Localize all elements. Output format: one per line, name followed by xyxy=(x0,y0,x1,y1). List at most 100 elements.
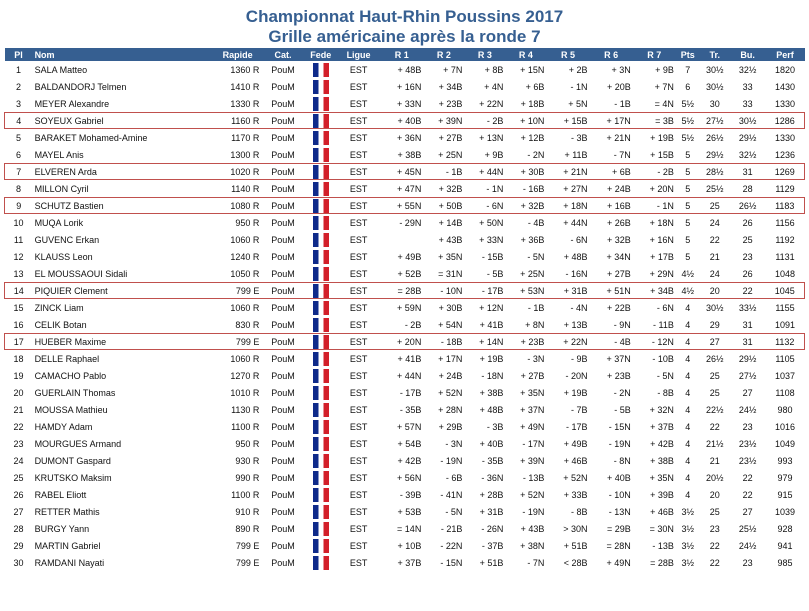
cell-r5: - 17B xyxy=(566,421,588,432)
cell-nom: KRUTSKO Maksim xyxy=(34,472,112,483)
cell-r5: + 44N xyxy=(563,217,588,228)
cell-perf: 1430 xyxy=(774,81,795,92)
cell-r5: - 9B xyxy=(571,353,588,364)
cell-fede xyxy=(305,146,337,164)
cell-pts: 4½ xyxy=(675,282,700,299)
cell-r4: - 4B xyxy=(527,217,545,228)
cell-nom: SOYEUX Gabriel xyxy=(32,112,214,129)
cell-cat: PouM xyxy=(271,132,295,143)
cell-pts: 3½ xyxy=(681,540,695,551)
cell-fede xyxy=(305,401,337,418)
cell-pts: 4 xyxy=(685,319,691,330)
cell-pl: 5 xyxy=(16,132,22,143)
cell-r4: + 35N xyxy=(520,387,545,398)
cell-r4: + 53N xyxy=(505,282,547,299)
cell-r6: - 2N xyxy=(613,387,631,398)
header-r3: R 3 xyxy=(464,48,506,61)
cell-fede xyxy=(305,299,337,317)
cell-pl: 28 xyxy=(13,523,24,534)
cell-pl: 16 xyxy=(13,319,24,330)
cell-fede xyxy=(305,520,337,537)
cell-pl: 10 xyxy=(13,217,24,228)
cell-fede xyxy=(305,435,337,452)
cell-r7: - 13B xyxy=(652,540,674,551)
cell-fede xyxy=(304,163,337,180)
cell-pts: 3½ xyxy=(681,506,695,517)
france-flag-icon xyxy=(312,385,329,400)
cell-r5: - 4N xyxy=(570,302,588,313)
cell-pts: 4 xyxy=(685,404,691,415)
cell-perf: 985 xyxy=(777,557,793,568)
cell-bu: 23 xyxy=(742,251,753,262)
header-pts: Pts xyxy=(675,48,700,61)
cell-tr: 26½ xyxy=(705,353,724,364)
cell-rapide: 1140 R xyxy=(231,183,260,194)
cell-fede xyxy=(305,78,337,95)
cell-r5: + 46B xyxy=(563,455,588,466)
cell-r5: - 1N xyxy=(570,81,588,92)
cell-fede xyxy=(305,180,337,198)
header-nom: Nom xyxy=(32,48,214,61)
table-row: 14 PIQUIER Clement 799 E PouM EST = 28B - 10N -… xyxy=(3,282,806,299)
cell-fede xyxy=(305,367,337,384)
cell-fede xyxy=(305,486,337,503)
cell-cat: PouM xyxy=(271,64,295,75)
cell-bu: 31 xyxy=(742,319,753,330)
cell-pl: 2 xyxy=(16,81,22,92)
table-row: 17 HUEBER Maxime 799 E PouM EST + 20N - 18B + 1… xyxy=(3,333,806,350)
table-row: 3 MEYER Alexandre 1330 R PouM EST + 33N + 23B +… xyxy=(5,95,805,113)
cell-tr: 26½ xyxy=(705,132,724,143)
cell-rapide: 1100 R xyxy=(231,421,260,432)
cell-pts: 5 xyxy=(685,234,691,245)
cell-tr: 21 xyxy=(709,251,720,262)
cell-r1: = 14N xyxy=(397,523,422,534)
cell-cat: PouM xyxy=(271,438,295,449)
cell-tr: 20 xyxy=(709,489,720,500)
cell-rapide: 1020 R xyxy=(213,163,262,180)
cell-r4: + 15N xyxy=(520,64,545,75)
table-row: 15 ZINCK Liam 1060 R PouM EST + 59N + 30B + 12N… xyxy=(5,299,805,317)
table-row: 6 MAYEL Anis 1300 R PouM EST + 38B + 25N + 9B - … xyxy=(5,146,805,164)
cell-r4: - 1B xyxy=(527,302,545,313)
cell-cat: PouM xyxy=(271,81,295,92)
france-flag-icon xyxy=(312,62,329,77)
cell-r7: + 38B xyxy=(650,455,674,466)
cell-pts: 5 xyxy=(685,149,691,160)
cell-nom: GUVENC Erkan xyxy=(34,234,100,245)
cell-rapide: 1170 R xyxy=(231,132,260,143)
cell-pts: 4½ xyxy=(681,268,695,279)
cell-r7: - 5N xyxy=(656,370,674,381)
cell-r3: - 3B xyxy=(486,421,504,432)
cell-tr: 27 xyxy=(699,333,730,350)
cell-bu: 32½ xyxy=(738,64,757,75)
cell-r1: - 29N xyxy=(399,217,422,228)
cell-r5: > 30N xyxy=(563,523,588,534)
cell-r3: - 35B xyxy=(481,455,504,466)
cell-pl: 24 xyxy=(13,455,24,466)
cell-perf: 1330 xyxy=(774,98,795,109)
cell-r1: + 56N xyxy=(397,472,422,483)
cell-ligue: EST xyxy=(349,98,368,109)
france-flag-icon xyxy=(312,538,329,553)
cell-bu: 26 xyxy=(742,217,753,228)
cell-nom: DELLE Raphael xyxy=(34,353,100,364)
cell-perf: 928 xyxy=(777,523,793,534)
table-row: 27 RETTER Mathis 910 R PouM EST + 53B - 5N + 31… xyxy=(5,503,805,520)
cell-r4: + 43B xyxy=(520,523,545,534)
cell-r3: + 48B xyxy=(479,404,504,415)
cell-r7: + 37B xyxy=(650,421,674,432)
cell-r3: + 19B xyxy=(479,353,504,364)
cell-r1: + 54B xyxy=(397,438,422,449)
france-flag-icon xyxy=(312,436,329,451)
france-flag-icon xyxy=(312,79,329,94)
france-flag-icon xyxy=(312,504,329,519)
cell-pts: 3½ xyxy=(681,523,695,534)
cell-pl: 20 xyxy=(13,387,24,398)
cell-ligue: EST xyxy=(336,282,381,299)
header-r7: R 7 xyxy=(632,48,676,61)
cell-ligue: EST xyxy=(349,387,368,398)
france-flag-icon xyxy=(312,181,329,196)
cell-r6: - 15N xyxy=(608,421,631,432)
cell-nom: SCHUTZ Bastien xyxy=(32,197,214,214)
cell-pts: 4 xyxy=(685,370,691,381)
